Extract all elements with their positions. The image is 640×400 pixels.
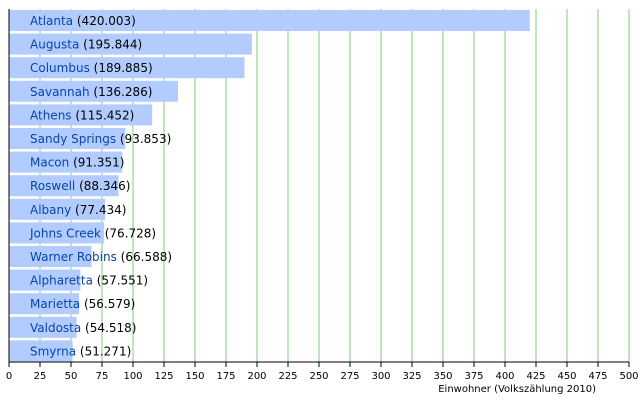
- bar-label: Augusta (195.844): [30, 38, 142, 52]
- bar-label: Sandy Springs (93.853): [30, 132, 171, 146]
- value-label: (76.728): [101, 226, 156, 240]
- value-label: (420.003): [73, 14, 136, 28]
- value-label: (77.434): [71, 203, 126, 217]
- bar-label: Savannah (136.286): [30, 85, 152, 99]
- bar-label: Athens (115.452): [30, 108, 134, 122]
- category-label: Johns Creek: [29, 226, 101, 240]
- x-tick-label: 375: [464, 371, 483, 382]
- x-tick-label: 325: [402, 371, 421, 382]
- category-label: Marietta: [30, 297, 80, 311]
- x-tick-label: 200: [247, 371, 266, 382]
- x-tick-label: 250: [309, 371, 328, 382]
- value-label: (115.452): [72, 108, 135, 122]
- x-axis-title: Einwohner (Volkszählung 2010): [438, 384, 596, 395]
- x-tick-label: 425: [526, 371, 545, 382]
- x-tick-label: 225: [278, 371, 297, 382]
- bar-label: Smyrna (51.271): [30, 344, 131, 358]
- bar-label: Johns Creek (76.728): [29, 226, 156, 240]
- bar: [9, 198, 106, 220]
- value-label: (91.351): [69, 156, 124, 170]
- bar-label: Warner Robins (66.588): [30, 250, 172, 264]
- category-label: Warner Robins: [30, 250, 117, 264]
- value-label: (51.271): [76, 344, 131, 358]
- category-label: Savannah: [30, 85, 90, 99]
- bar-labels: Atlanta (420.003) Augusta (195.844) Columb…: [29, 14, 172, 358]
- value-label: (56.579): [80, 297, 135, 311]
- bar: [9, 316, 77, 338]
- value-label: (88.346): [75, 179, 130, 193]
- bar-label: Valdosta (54.518): [30, 321, 136, 335]
- bar-label: Roswell (88.346): [30, 179, 130, 193]
- category-label: Albany: [30, 203, 71, 217]
- category-label: Atlanta: [30, 14, 73, 28]
- x-tick-label: 500: [619, 371, 638, 382]
- bar: [9, 340, 73, 362]
- bar: [9, 269, 81, 291]
- x-tick-label: 150: [185, 371, 204, 382]
- value-label: (189.885): [90, 61, 153, 75]
- category-label: Alpharetta: [30, 274, 93, 288]
- bar: [9, 104, 153, 126]
- bar: [9, 293, 80, 315]
- bar-label: Albany (77.434): [30, 203, 126, 217]
- x-tick-label: 25: [34, 371, 47, 382]
- x-tick-label: 400: [495, 371, 514, 382]
- x-tick-label: 0: [6, 371, 12, 382]
- category-label: Valdosta: [30, 321, 81, 335]
- bar-label: Atlanta (420.003): [30, 14, 136, 28]
- bar: [9, 33, 252, 55]
- bars: [9, 10, 530, 362]
- bar-label: Columbus (189.885): [30, 61, 153, 75]
- x-tick-label: 450: [557, 371, 576, 382]
- category-label: Athens: [30, 108, 72, 122]
- x-tick-label: 300: [371, 371, 390, 382]
- value-label: (66.588): [117, 250, 172, 264]
- x-tick-label: 475: [588, 371, 607, 382]
- bar-label: Alpharetta (57.551): [30, 274, 148, 288]
- x-tick-label: 275: [340, 371, 359, 382]
- category-label: Augusta: [30, 38, 79, 52]
- bar: [9, 151, 123, 173]
- bar: [9, 57, 245, 79]
- value-label: (195.844): [79, 38, 142, 52]
- x-tick-label: 175: [216, 371, 235, 382]
- x-tick-label: 125: [154, 371, 173, 382]
- bar-label: Macon (91.351): [30, 156, 124, 170]
- category-label: Smyrna: [30, 344, 76, 358]
- x-tick-label: 100: [123, 371, 142, 382]
- x-axis: 0 25 50 75 100 125 150 175 200 225 250 275 300 325 350…: [6, 9, 639, 382]
- category-label: Macon: [30, 156, 69, 170]
- category-label: Columbus: [30, 61, 90, 75]
- bar: [9, 175, 119, 197]
- x-tick-label: 50: [65, 371, 78, 382]
- bar: [9, 10, 530, 31]
- bar: [9, 80, 178, 102]
- value-label: (57.551): [93, 274, 148, 288]
- bar: [9, 246, 92, 267]
- category-label: Sandy Springs: [30, 132, 116, 146]
- bar: [9, 222, 105, 244]
- value-label: (136.286): [90, 85, 153, 99]
- bar: [9, 128, 126, 149]
- x-tick-label: 75: [96, 371, 109, 382]
- x-tick-label: 350: [433, 371, 452, 382]
- value-label: (54.518): [81, 321, 136, 335]
- bar-label: Marietta (56.579): [30, 297, 135, 311]
- value-label: (93.853): [116, 132, 171, 146]
- category-label: Roswell: [30, 179, 75, 193]
